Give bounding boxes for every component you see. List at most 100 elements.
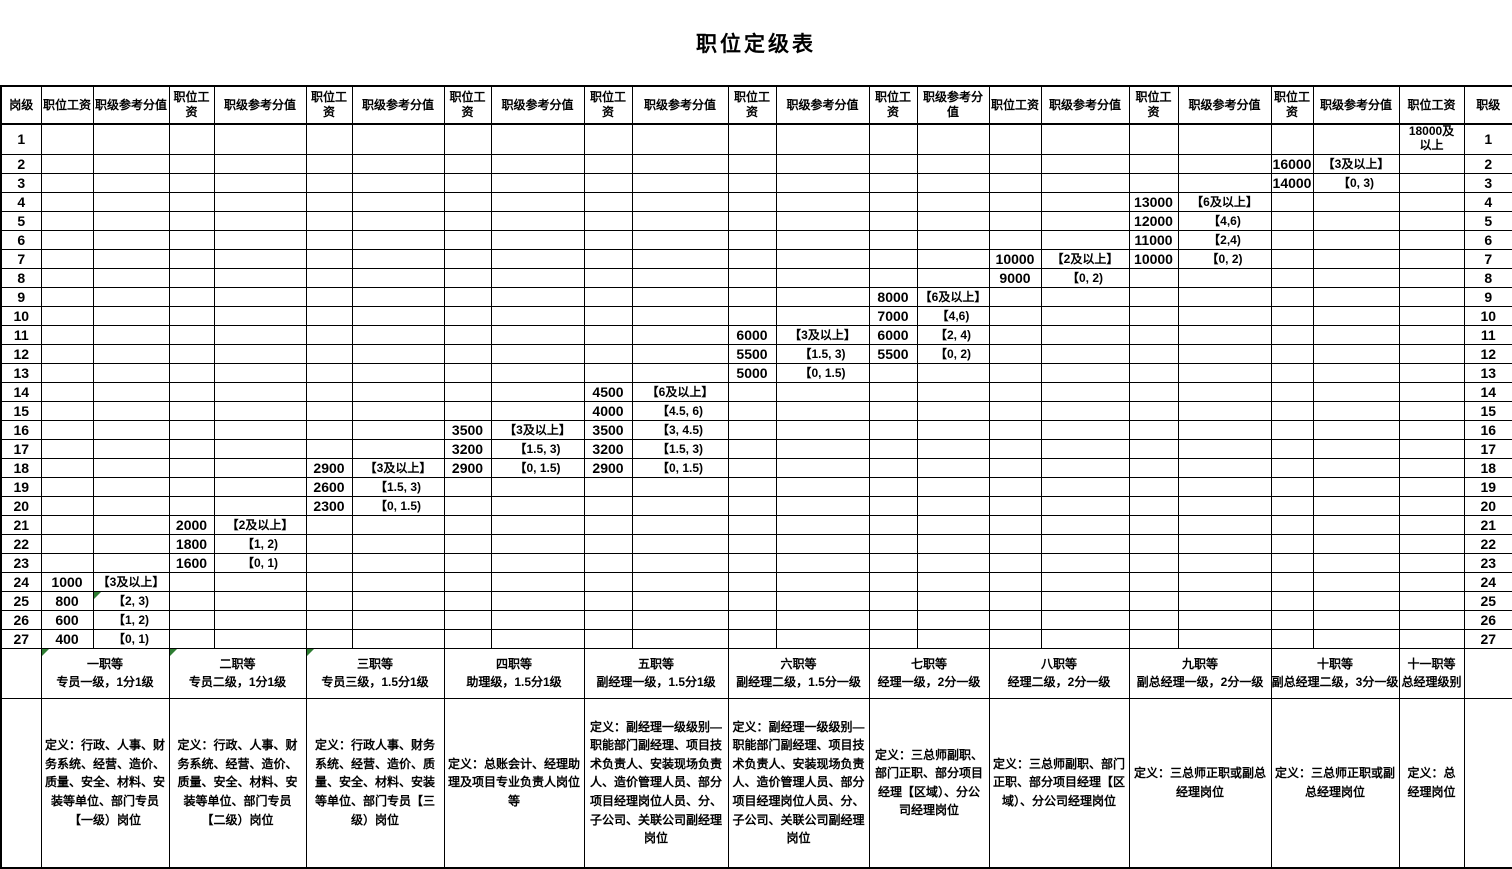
salary-cell: [727, 123, 777, 155]
grade-name: 三职等: [356, 657, 393, 671]
salary-cell: [1270, 248, 1314, 269]
score-cell: [213, 267, 307, 288]
comment-marker-icon: [307, 649, 314, 656]
score-cell: [490, 324, 585, 345]
score-cell: 【0, 2): [916, 343, 990, 364]
salary-cell: [443, 286, 492, 307]
score-cell: [1177, 343, 1272, 364]
score-cell: [775, 609, 870, 630]
score-cell: [916, 267, 990, 288]
salary-cell: [868, 438, 918, 459]
score-cell: [775, 571, 870, 592]
score-cell: [1040, 514, 1130, 535]
score-cell: [490, 210, 585, 231]
grade-title-cell: 九职等 副总经理一级，2分一级: [1128, 647, 1272, 699]
score-cell: [213, 343, 307, 364]
score-cell: [1040, 419, 1130, 440]
score-cell: 【4,6): [1177, 210, 1272, 231]
salary-cell: [1128, 571, 1179, 592]
score-cell: [1312, 210, 1400, 231]
salary-cell: [868, 628, 918, 649]
salary-cell: 4500: [583, 381, 633, 402]
salary-cell: 2000: [168, 514, 215, 535]
salary-cell: [443, 514, 492, 535]
salary-cell: [988, 229, 1042, 250]
score-cell: [1040, 305, 1130, 326]
score-cell: [1040, 476, 1130, 497]
score-cell: [1177, 362, 1272, 383]
salary-cell: [988, 533, 1042, 554]
score-cell: [1177, 381, 1272, 402]
score-cell: [490, 552, 585, 573]
score-cell: [1312, 362, 1400, 383]
salary-cell: [727, 552, 777, 573]
rank-cell: 16: [1463, 419, 1512, 440]
score-cell: [1040, 628, 1130, 649]
score-cell: [490, 590, 585, 611]
score-cell: [1177, 153, 1272, 174]
rank-cell: 20: [1463, 495, 1512, 516]
score-cell: [631, 590, 729, 611]
salary-cell: [40, 343, 94, 364]
score-cell: [92, 153, 170, 174]
salary-cell: [40, 191, 94, 212]
salary-cell: [1398, 362, 1465, 383]
footer-corner-cell: [0, 647, 42, 699]
score-cell: [631, 123, 729, 155]
salary-cell: [1128, 324, 1179, 345]
salary-cell: [305, 172, 353, 193]
rank-cell: 10: [1463, 305, 1512, 326]
salary-cell: [40, 419, 94, 440]
salary-cell: [1270, 533, 1314, 554]
salary-cell: [727, 419, 777, 440]
salary-cell: [1398, 267, 1465, 288]
salary-cell: [40, 514, 94, 535]
post-level-cell: 2: [0, 153, 42, 174]
salary-cell: [1270, 286, 1314, 307]
score-cell: [1312, 438, 1400, 459]
score-cell: 【3及以上】: [351, 457, 445, 478]
salary-cell: [1270, 381, 1314, 402]
salary-cell: [168, 571, 215, 592]
score-cell: 【2及以上】: [213, 514, 307, 535]
score-cell: [775, 305, 870, 326]
score-cell: [775, 590, 870, 611]
header-salary-g1: 职位工资: [40, 85, 94, 125]
score-cell: [1040, 609, 1130, 630]
table-row: 10 7000 【4,6) 10: [0, 305, 1512, 326]
salary-cell: 3200: [443, 438, 492, 459]
score-cell: [916, 210, 990, 231]
salary-cell: [40, 305, 94, 326]
score-cell: [631, 153, 729, 174]
salary-cell: [583, 172, 633, 193]
score-cell: 【1.5, 3): [351, 476, 445, 497]
post-level-cell: 4: [0, 191, 42, 212]
score-cell: 【6及以上】: [916, 286, 990, 307]
score-cell: 【0, 1.5): [351, 495, 445, 516]
grade-title-cell: 十一职等 总经理级别: [1398, 647, 1465, 699]
salary-cell: [727, 495, 777, 516]
grade-note: 专员一级，1分1级: [56, 675, 154, 689]
score-cell: [351, 123, 445, 155]
salary-cell: [727, 191, 777, 212]
score-cell: [916, 590, 990, 611]
score-cell: [916, 609, 990, 630]
footer-rank-spacer-cell: [1463, 697, 1512, 869]
footer-corner-cell: [0, 697, 42, 869]
score-cell: 【0, 1.5): [775, 362, 870, 383]
score-cell: [916, 628, 990, 649]
salary-cell: [583, 590, 633, 611]
score-cell: [775, 419, 870, 440]
score-cell: [213, 362, 307, 383]
definition-cell: 定义：三总师副职、部门正职、部分项目经理【区域）、分公司经理岗位: [988, 697, 1130, 869]
score-cell: [1312, 552, 1400, 573]
salary-cell: 3200: [583, 438, 633, 459]
salary-cell: [443, 229, 492, 250]
score-cell: [490, 286, 585, 307]
score-cell: [916, 438, 990, 459]
salary-cell: [40, 172, 94, 193]
post-level-cell: 5: [0, 210, 42, 231]
score-cell: [1040, 362, 1130, 383]
rank-cell: 11: [1463, 324, 1512, 345]
score-cell: [92, 267, 170, 288]
